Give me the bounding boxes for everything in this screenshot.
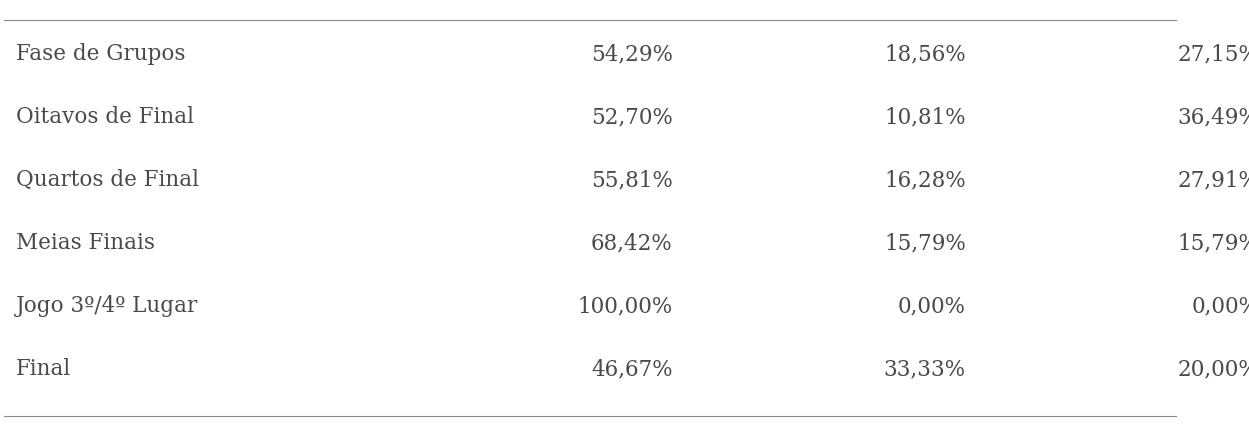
Text: 15,79%: 15,79% (884, 232, 965, 254)
Text: 36,49%: 36,49% (1178, 106, 1249, 128)
Text: 68,42%: 68,42% (591, 232, 673, 254)
Text: 27,15%: 27,15% (1178, 44, 1249, 65)
Text: Jogo 3º/4º Lugar: Jogo 3º/4º Lugar (16, 295, 199, 317)
Text: 20,00%: 20,00% (1178, 358, 1249, 380)
Text: Fase de Grupos: Fase de Grupos (16, 44, 185, 65)
Text: 15,79%: 15,79% (1178, 232, 1249, 254)
Text: Meias Finais: Meias Finais (16, 232, 155, 254)
Text: 0,00%: 0,00% (1192, 295, 1249, 317)
Text: 27,91%: 27,91% (1178, 169, 1249, 191)
Text: Quartos de Final: Quartos de Final (16, 169, 199, 191)
Text: 46,67%: 46,67% (591, 358, 673, 380)
Text: 52,70%: 52,70% (591, 106, 673, 128)
Text: 16,28%: 16,28% (884, 169, 965, 191)
Text: Oitavos de Final: Oitavos de Final (16, 106, 194, 128)
Text: 54,29%: 54,29% (591, 44, 673, 65)
Text: 55,81%: 55,81% (591, 169, 673, 191)
Text: 10,81%: 10,81% (884, 106, 965, 128)
Text: 18,56%: 18,56% (884, 44, 965, 65)
Text: Final: Final (16, 358, 71, 380)
Text: 0,00%: 0,00% (898, 295, 965, 317)
Text: 33,33%: 33,33% (884, 358, 965, 380)
Text: 100,00%: 100,00% (577, 295, 673, 317)
